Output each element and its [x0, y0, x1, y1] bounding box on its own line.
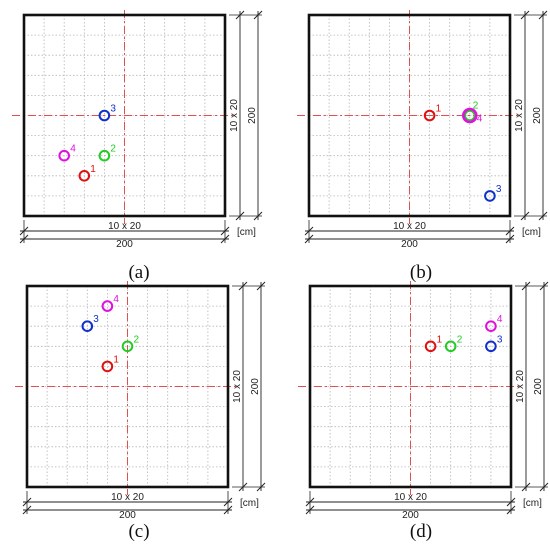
- bottom-dim-label-spacing: 10 x 20: [111, 492, 144, 503]
- sensor-marker-3: [485, 340, 497, 353]
- sensor-marker-1: [423, 109, 436, 122]
- panel-b: 10 x 20 200 [cm] 10 x 20 200 1 2 3 4 (b): [297, 10, 548, 283]
- right-dimensions: 10 x 20 200: [229, 10, 263, 221]
- sensor-marker-3: [484, 190, 496, 202]
- sensor-label-1: 1: [90, 164, 96, 175]
- right-dim-label-total: 200: [532, 107, 543, 124]
- sensor-label-4: 4: [497, 314, 503, 325]
- unit-label: [cm]: [522, 227, 541, 238]
- right-dim-label-spacing: 10 x 20: [515, 370, 526, 403]
- sensor-label-3: 3: [110, 104, 116, 115]
- sensor-marker-4: [58, 149, 70, 162]
- sensor-points: 1 2 3 4: [423, 101, 502, 202]
- sensor-label-1: 1: [113, 354, 119, 365]
- sensor-marker-4: [485, 320, 497, 333]
- panel-caption: (d): [410, 521, 432, 542]
- sensor-label-1: 1: [436, 104, 442, 115]
- right-dim-label-total: 200: [533, 378, 544, 395]
- sensor-marker-2: [98, 149, 111, 162]
- right-dim-label-spacing: 10 x 20: [232, 370, 243, 403]
- sensor-label-3: 3: [497, 334, 503, 345]
- bottom-dimensions: 10 x 20 200: [305, 491, 516, 521]
- panel-a: 10 x 20 200 [cm] 10 x 20 200 1 2 3 4 (a): [12, 10, 263, 283]
- right-dim-label-spacing: 10 x 20: [514, 99, 525, 132]
- sensor-label-3: 3: [93, 314, 99, 325]
- sensor-label-1: 1: [437, 334, 443, 345]
- bottom-dim-label-total: 200: [116, 239, 133, 250]
- unit-label: [cm]: [523, 498, 542, 509]
- sensor-marker-4: [461, 107, 478, 124]
- bottom-dim-label-total: 200: [119, 510, 136, 521]
- sensor-marker-2: [464, 109, 476, 122]
- right-dimensions: 10 x 20 200: [232, 281, 266, 492]
- right-dim-label-spacing: 10 x 20: [229, 99, 240, 132]
- panel-d: 10 x 20 200 [cm] 10 x 20 200 1 2 3 4 (d): [298, 281, 549, 542]
- panel-caption: (b): [410, 262, 432, 283]
- specimen-outline: [308, 284, 513, 489]
- sensor-points: 1 2 3 4: [424, 314, 503, 353]
- sensor-label-4: 4: [70, 144, 76, 155]
- bottom-dimensions: 10 x 20 200: [304, 220, 515, 250]
- sensor-marker-2: [121, 340, 134, 353]
- bottom-dim-label-spacing: 10 x 20: [108, 221, 141, 232]
- panel-caption: (c): [128, 521, 149, 542]
- bottom-dim-label-spacing: 10 x 20: [394, 492, 427, 503]
- sensor-marker-2: [444, 340, 457, 353]
- unit-label: [cm]: [237, 227, 256, 238]
- bottom-dim-label-total: 200: [402, 510, 419, 521]
- sensor-marker-3: [81, 320, 94, 333]
- unit-label: [cm]: [240, 498, 259, 509]
- sensor-points: 1 2 3 4: [81, 294, 140, 373]
- sensor-label-2: 2: [473, 101, 479, 112]
- right-dim-label-total: 200: [247, 107, 258, 124]
- sensor-marker-1: [424, 340, 437, 353]
- specimen-outline: [22, 13, 227, 218]
- bottom-dim-label-spacing: 10 x 20: [393, 221, 426, 232]
- sensor-points: 1 2 3 4: [58, 104, 116, 182]
- sensor-label-2: 2: [134, 334, 140, 345]
- sensor-marker-1: [78, 170, 91, 182]
- bottom-dim-label-total: 200: [401, 239, 418, 250]
- sensor-label-2: 2: [457, 334, 463, 345]
- sensor-label-3: 3: [496, 184, 502, 195]
- specimen-outline: [307, 13, 512, 218]
- right-dim-label-total: 200: [250, 378, 261, 395]
- bottom-dimensions: 10 x 20 200: [22, 491, 233, 521]
- specimen-outline: [25, 284, 230, 489]
- sensor-marker-3: [98, 109, 111, 122]
- bottom-dimensions: 10 x 20 200: [19, 220, 230, 250]
- sensor-label-4: 4: [477, 114, 483, 125]
- sensor-marker-4: [101, 300, 114, 312]
- panel-c: 10 x 20 200 [cm] 10 x 20 200 1 2 3 4 (c): [15, 281, 266, 542]
- sensor-marker-1: [101, 360, 114, 373]
- right-dimensions: 10 x 20 200: [514, 10, 548, 221]
- sensor-label-4: 4: [113, 294, 119, 305]
- right-dimensions: 10 x 20 200: [515, 281, 549, 492]
- sensor-label-2: 2: [110, 144, 116, 155]
- panel-caption: (a): [128, 262, 149, 283]
